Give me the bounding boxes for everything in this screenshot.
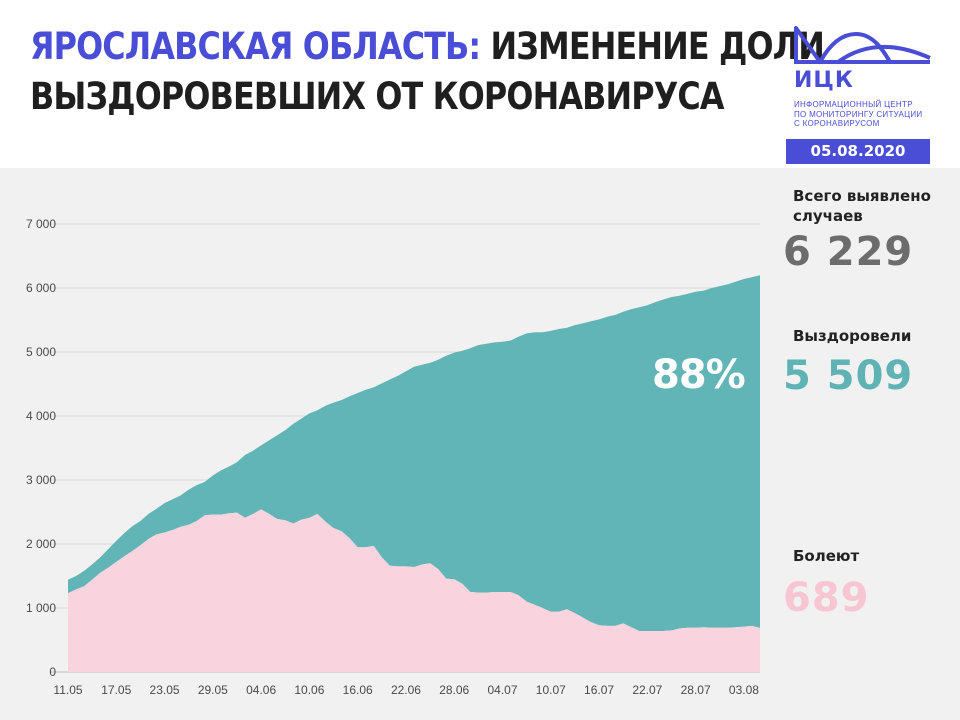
- x-tick-label: 03.08: [729, 683, 759, 697]
- recovered-share: 88%: [652, 352, 746, 398]
- series-area-sick: [68, 509, 760, 672]
- title-region: ЯРОСЛАВСКАЯ ОБЛАСТЬ:: [30, 25, 481, 68]
- logo-mountain-icon: [794, 26, 931, 64]
- x-tick-label: 17.05: [101, 683, 131, 697]
- x-tick-label: 04.07: [487, 683, 517, 697]
- stacked-areas: [68, 275, 760, 672]
- title-line-2: ВЫЗДОРОВЕВШИХ ОТ КОРОНАВИРУСА: [30, 75, 725, 118]
- y-tick-label: 7 000: [26, 217, 56, 231]
- x-tick-label: 29.05: [198, 683, 228, 697]
- sick-value: 689: [783, 575, 870, 621]
- x-tick-label: 16.06: [343, 683, 373, 697]
- logo-subtitle: ИНФОРМАЦИОННЫЙ ЦЕНТР ПО МОНИТОРИНГУ СИТУ…: [794, 100, 934, 129]
- logo-abbreviation: ИЦК: [794, 68, 854, 93]
- x-tick-label: 22.07: [632, 683, 662, 697]
- y-tick-label: 4 000: [26, 409, 56, 423]
- y-tick-label: 1 000: [26, 601, 56, 615]
- x-tick-label: 04.06: [246, 683, 276, 697]
- x-tick-label: 23.05: [150, 683, 180, 697]
- y-axis-ticks: 0 1 000 2 000 3 000 4 000 5 000 6 000 7 000: [26, 217, 56, 679]
- page-title: ЯРОСЛАВСКАЯ ОБЛАСТЬ: ИЗМЕНЕНИЕ ДОЛИ ВЫЗД…: [30, 22, 825, 122]
- date-badge: 05.08.2020: [786, 139, 930, 164]
- x-axis-ticks: 11.05 17.05 23.05 29.05 04.06 10.06 16.06 22.06…: [53, 683, 759, 697]
- total-cases-value: 6 229: [783, 229, 914, 275]
- sick-label: Болеют: [793, 547, 860, 565]
- x-tick-label: 11.05: [53, 683, 82, 697]
- logo-line-2: ПО МОНИТОРИНГУ СИТУАЦИИ: [794, 109, 923, 119]
- logo-line-3: С КОРОНАВИРУСОМ: [794, 119, 880, 128]
- y-tick-label: 0: [49, 665, 56, 679]
- recovered-label: Выздоровели: [793, 327, 912, 345]
- x-tick-label: 10.07: [536, 683, 566, 697]
- logo: ИЦК ИНФОРМАЦИОННЫЙ ЦЕНТР ПО МОНИТОРИНГУ …: [790, 22, 935, 142]
- header: ЯРОСЛАВСКАЯ ОБЛАСТЬ: ИЗМЕНЕНИЕ ДОЛИ ВЫЗД…: [0, 0, 960, 168]
- chart-area: 0 1 000 2 000 3 000 4 000 5 000 6 000 7 000 11.…: [0, 168, 960, 720]
- x-tick-label: 10.06: [294, 683, 324, 697]
- total-cases-label: Всего выявлено случаев: [793, 186, 931, 226]
- y-tick-label: 2 000: [26, 537, 56, 551]
- total-cases-label-line-1: Всего выявлено: [793, 187, 931, 205]
- logo-line-1: ИНФОРМАЦИОННЫЙ ЦЕНТР: [794, 100, 913, 109]
- x-tick-label: 28.07: [681, 683, 711, 697]
- area-chart: 0 1 000 2 000 3 000 4 000 5 000 6 000 7 000 11.…: [26, 217, 760, 697]
- series-area-recovered: [68, 275, 760, 631]
- title-line-1-rest: ИЗМЕНЕНИЕ ДОЛИ: [480, 25, 825, 68]
- y-tick-label: 6 000: [26, 281, 56, 295]
- title-line-1: ЯРОСЛАВСКАЯ ОБЛАСТЬ: ИЗМЕНЕНИЕ ДОЛИ: [30, 22, 825, 72]
- x-tick-label: 16.07: [584, 683, 614, 697]
- total-cases-label-line-2: случаев: [793, 207, 863, 225]
- y-tick-label: 3 000: [26, 473, 56, 487]
- y-tick-label: 5 000: [26, 345, 56, 359]
- x-tick-label: 28.06: [439, 683, 469, 697]
- x-tick-label: 22.06: [391, 683, 421, 697]
- recovered-value: 5 509: [783, 353, 914, 399]
